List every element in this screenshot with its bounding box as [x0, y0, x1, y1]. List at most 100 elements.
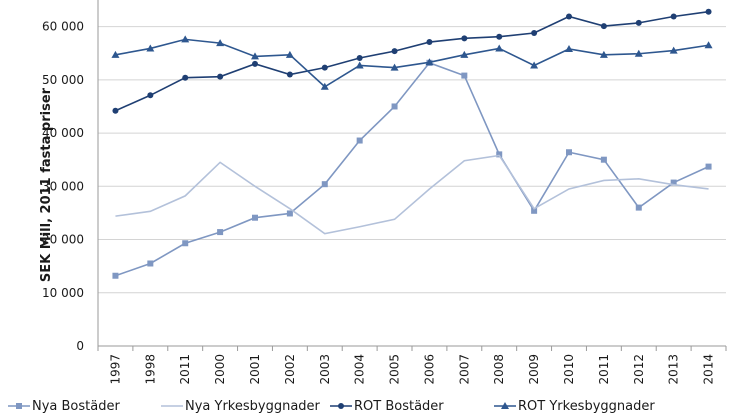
x-tick-label: 2000 [213, 354, 227, 385]
data-point-circle [356, 55, 363, 62]
x-tick-label: 2003 [318, 354, 332, 385]
data-point-triangle [460, 50, 469, 58]
x-tick-label: 1997 [108, 354, 122, 385]
grid [98, 26, 726, 294]
y-tick-label: 30 000 [42, 179, 84, 193]
legend-label: ROT Yrkesbyggnader [518, 399, 655, 414]
x-tick-label: 2010 [562, 354, 576, 385]
series-group [111, 35, 713, 90]
data-point-square [496, 151, 503, 158]
data-point-square [217, 229, 224, 236]
legend-item: ROT Yrkesbyggnader [494, 399, 655, 414]
data-point-circle [217, 73, 224, 80]
data-point-square [252, 214, 258, 221]
data-point-circle [147, 92, 154, 99]
data-point-triangle [634, 49, 643, 57]
data-point-circle [635, 19, 642, 26]
data-point-square [147, 260, 154, 267]
data-point-triangle [320, 82, 329, 90]
data-point-circle [338, 403, 344, 409]
data-point-triangle [530, 61, 539, 69]
data-point-circle [461, 35, 468, 42]
data-point-square [16, 403, 22, 409]
data-point-triangle [599, 50, 608, 58]
y-tick-label: 0 [76, 339, 84, 353]
data-point-square [391, 103, 398, 110]
series-line [115, 154, 709, 235]
y-axis-title: SEK Mill, 2011 fasta priser [39, 87, 54, 282]
data-point-triangle [181, 35, 190, 43]
legend-label: ROT Bostäder [354, 399, 444, 414]
x-tick-label: 2005 [388, 354, 402, 385]
legend-label: Nya Bostäder [32, 399, 120, 414]
y-tick-label: 20 000 [42, 233, 84, 247]
data-point-triangle [390, 63, 399, 71]
series-line [115, 10, 709, 112]
data-point-triangle [251, 52, 259, 60]
data-point-square [112, 272, 119, 279]
x-tick-label: 2014 [702, 354, 716, 385]
data-point-square [182, 240, 189, 247]
legend-item: Nya Bostäder [8, 399, 120, 414]
data-point-triangle [146, 44, 155, 52]
x-tick-label: 2008 [492, 354, 506, 385]
data-point-triangle [501, 402, 509, 409]
data-point-circle [496, 33, 503, 40]
data-point-square [670, 179, 677, 186]
data-point-square [356, 137, 363, 144]
data-point-circle [705, 8, 712, 15]
x-tick-label: 2013 [667, 354, 681, 385]
data-point-square [635, 204, 642, 211]
y-tick-label: 10 000 [42, 286, 84, 300]
series-group [112, 59, 712, 279]
data-point-square [600, 156, 607, 163]
data-point-square [531, 207, 538, 214]
data-point-square [286, 210, 293, 217]
data-point-square [321, 181, 328, 188]
data-point-triangle [704, 41, 713, 49]
data-point-triangle [285, 50, 294, 58]
legend-item: ROT Bostäder [330, 399, 444, 414]
x-tick-label: 2012 [632, 354, 646, 385]
series-line [115, 61, 709, 277]
data-point-triangle [355, 61, 364, 69]
data-point-circle [566, 13, 572, 20]
y-tick-label: 60 000 [42, 20, 84, 34]
data-point-circle [531, 30, 538, 37]
data-point-circle [426, 39, 433, 46]
x-tick-label: 2011 [178, 354, 192, 385]
data-point-circle [286, 71, 293, 78]
legend-label: Nya Yrkesbyggnader [185, 399, 321, 414]
x-tick-label: 2002 [283, 354, 297, 385]
data-point-circle [670, 13, 677, 20]
x-tick-label: 2004 [353, 354, 367, 385]
data-point-square [461, 72, 468, 79]
x-tick-label: 2006 [422, 354, 436, 385]
data-point-square [705, 163, 712, 170]
series-group [112, 8, 712, 114]
data-point-circle [321, 64, 328, 71]
y-tick-label: 50 000 [42, 73, 84, 87]
x-tick-label: 2001 [248, 354, 262, 385]
data-point-circle [112, 107, 119, 114]
series-group [115, 154, 709, 235]
series-line [115, 38, 709, 88]
data-point-circle [391, 48, 398, 55]
data-point-triangle [495, 44, 504, 52]
data-point-circle [182, 74, 189, 81]
data-point-triangle [669, 46, 678, 54]
x-tick-label: 1998 [143, 354, 157, 385]
data-point-circle [252, 60, 258, 67]
data-point-triangle [216, 39, 225, 47]
data-point-circle [600, 23, 607, 30]
data-point-triangle [111, 50, 120, 58]
legend: Nya Bostäder Nya Yrkesbyggnader ROT Bostäd… [8, 399, 655, 414]
data-point-square [566, 149, 572, 156]
data-point-triangle [565, 44, 573, 52]
x-tick-label: 2011 [597, 354, 611, 385]
legend-item: Nya Yrkesbyggnader [161, 399, 321, 414]
series-lines [111, 8, 713, 279]
data-point-triangle [425, 58, 434, 66]
axes: 0 10 000 20 000 30 000 40 000 50 000 60 000 199… [42, 0, 727, 385]
